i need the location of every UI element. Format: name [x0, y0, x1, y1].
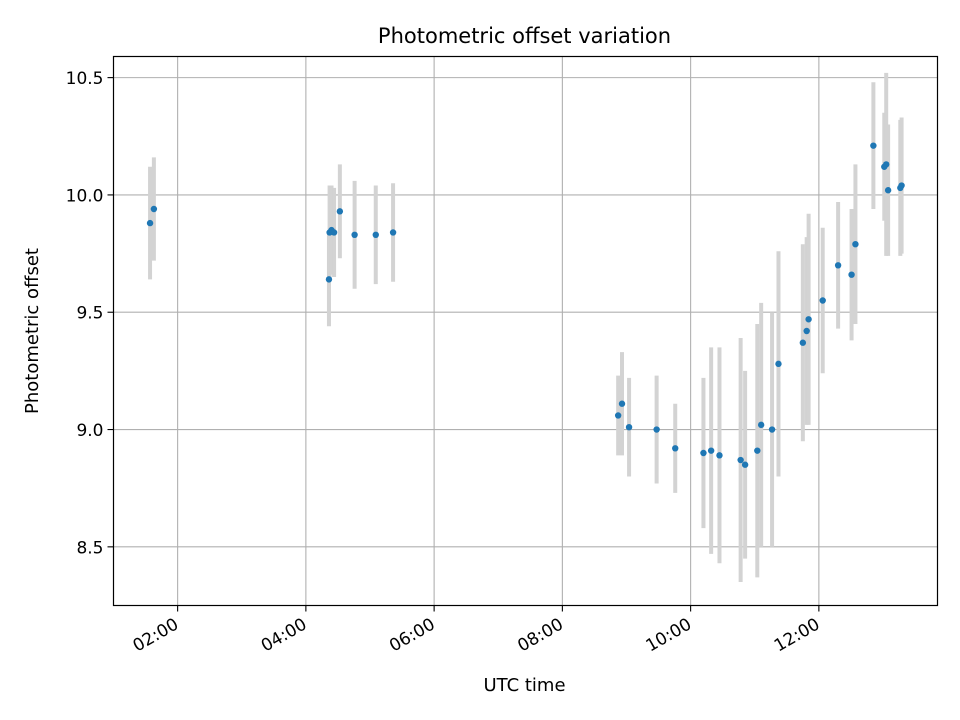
data-point: [898, 182, 905, 189]
data-point: [754, 447, 761, 454]
data-point: [737, 456, 744, 464]
data-point: [819, 297, 826, 304]
data-point: [852, 240, 859, 248]
data-point: [618, 400, 626, 407]
data-point: [325, 276, 333, 283]
y-tick-label: 10.0: [66, 186, 104, 206]
grid: [113, 56, 938, 606]
data-point: [848, 271, 855, 278]
data-point: [768, 426, 776, 433]
plot-frame: [112, 55, 939, 607]
data-point: [803, 327, 810, 335]
data-point: [351, 231, 358, 239]
y-axis: 8.5 9.0 9.5 10.0 10.5: [66, 69, 114, 558]
data-point: [372, 231, 379, 239]
data-point: [757, 421, 765, 429]
y-axis-label: Photometric offset: [22, 248, 43, 414]
data-point: [707, 447, 715, 454]
y-tick-label: 10.5: [66, 69, 104, 89]
data-point: [614, 412, 622, 419]
data-point: [884, 187, 892, 194]
data-point: [870, 142, 877, 149]
data-point: [799, 339, 807, 346]
data-point: [150, 205, 158, 213]
x-axis-label: UTC time: [483, 675, 565, 696]
data-point: [330, 229, 338, 236]
y-tick-label: 8.5: [76, 538, 103, 558]
data-point: [653, 426, 660, 433]
data-point: [883, 161, 890, 168]
chart-title: Photometric offset variation: [378, 24, 671, 48]
y-tick-label: 9.0: [76, 421, 103, 441]
data-point: [741, 461, 749, 468]
data-point: [805, 316, 812, 323]
data-point: [775, 360, 782, 368]
data-point: [146, 219, 154, 227]
data-point: [716, 452, 723, 459]
data-point: [834, 262, 842, 269]
data-point: [336, 208, 344, 215]
data-point: [700, 449, 707, 457]
data-point: [389, 229, 397, 236]
y-tick-label: 9.5: [76, 304, 103, 324]
data-point: [672, 445, 679, 452]
data-points: [146, 142, 905, 468]
data-point: [625, 423, 633, 431]
